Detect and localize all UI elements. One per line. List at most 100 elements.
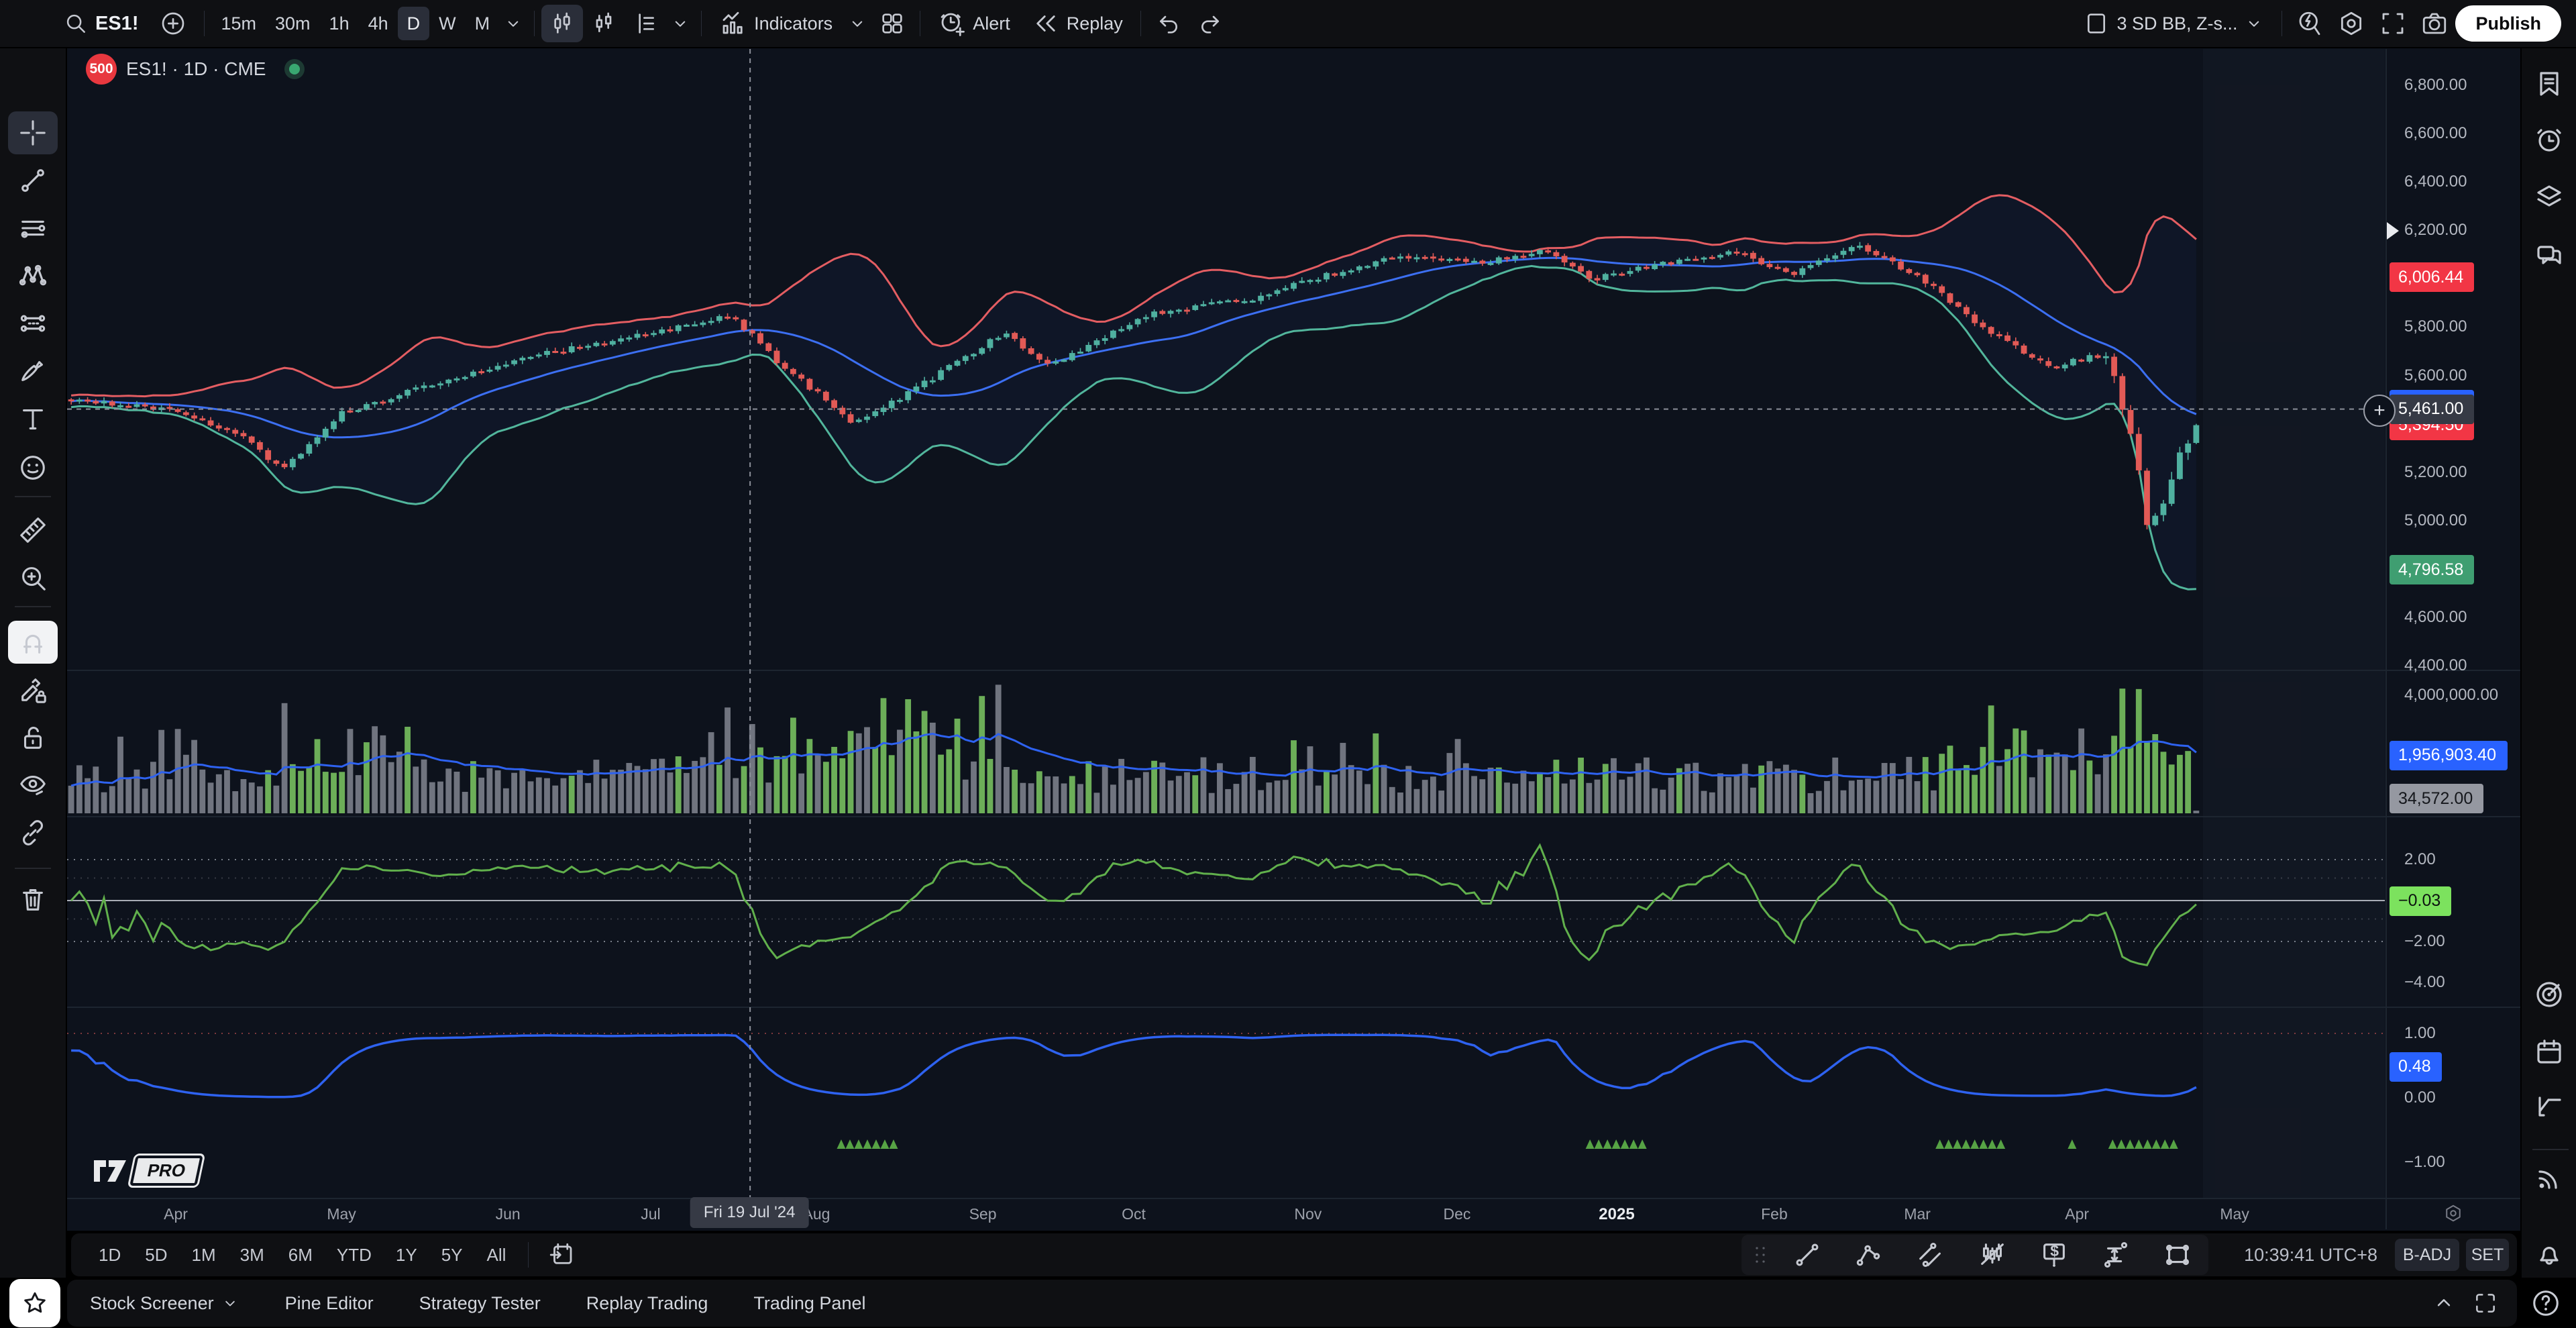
favorites-star-button[interactable]: [9, 1279, 60, 1327]
layout-select-button[interactable]: 3 SD BB, Z-s...: [2072, 5, 2275, 42]
fib-retracement-icon: [17, 308, 48, 339]
symbol-search-button[interactable]: ES1!: [52, 5, 149, 42]
replay-button[interactable]: Replay: [1021, 5, 1134, 42]
timeframe-d[interactable]: D: [397, 7, 430, 40]
zscore-line: [70, 843, 2197, 966]
add-symbol-button[interactable]: [149, 5, 197, 42]
dt-range-icon: [2100, 1239, 2131, 1270]
timeframe-1h[interactable]: 1h: [329, 13, 350, 34]
dt-range-button[interactable]: [2088, 1236, 2144, 1274]
palette-grip-icon[interactable]: [1747, 1241, 1774, 1268]
feed-panel-button[interactable]: [2527, 1157, 2571, 1200]
time-tick: 2025: [1599, 1205, 1635, 1223]
timeframe-m[interactable]: M: [474, 13, 490, 34]
collapse-panel-button[interactable]: [2423, 1284, 2465, 1322]
help-button[interactable]: [2530, 1287, 2562, 1319]
timeframe-4h[interactable]: 4h: [368, 13, 388, 34]
range-5d[interactable]: 5D: [145, 1244, 168, 1265]
calendar-panel-button[interactable]: [2527, 1030, 2571, 1073]
ruler-tool-button[interactable]: [8, 509, 58, 552]
layers-panel-button[interactable]: [2527, 176, 2571, 219]
range-all[interactable]: All: [486, 1244, 506, 1265]
range-ytd[interactable]: YTD: [336, 1244, 372, 1265]
quick-search-button[interactable]: [2289, 5, 2330, 42]
brush-tool-button[interactable]: [8, 350, 58, 393]
time-tick: Apr: [164, 1205, 188, 1223]
market-status-icon[interactable]: [284, 59, 305, 79]
screenshot-button[interactable]: [2414, 5, 2455, 42]
dt-polyline-button[interactable]: [1841, 1236, 1897, 1274]
zoom-in-icon: [17, 562, 48, 593]
axis-add-alert-button[interactable]: +: [2363, 395, 2396, 427]
timeframe-menu-button[interactable]: [499, 5, 527, 42]
trend-line-tool-button[interactable]: [8, 159, 58, 202]
dt-rect-button[interactable]: [2149, 1236, 2206, 1274]
goto-date-button[interactable]: [541, 1236, 582, 1274]
lock-tool-button[interactable]: [8, 716, 58, 759]
maximize-panel-button[interactable]: [2465, 1284, 2506, 1322]
alert-button[interactable]: Alert: [927, 5, 1021, 42]
time-tick: May: [2220, 1205, 2249, 1223]
timeframe-15m[interactable]: 15m: [221, 13, 257, 34]
redo-button[interactable]: [1189, 5, 1231, 42]
xabcd-pattern-tool-button[interactable]: [8, 254, 58, 297]
emoji-tool-button[interactable]: [8, 446, 58, 489]
range-3m[interactable]: 3M: [239, 1244, 264, 1265]
symbol-label: ES1!: [95, 12, 139, 34]
chart-type-candles-button[interactable]: [541, 5, 584, 42]
dt-trend-button[interactable]: [1779, 1236, 1835, 1274]
fib-retracement-tool-button[interactable]: [8, 302, 58, 345]
chart-type-hollow-button[interactable]: [583, 5, 625, 42]
range-1y[interactable]: 1Y: [395, 1244, 417, 1265]
horizontal-lines-tool-button[interactable]: [8, 207, 58, 250]
bell-panel-button[interactable]: [2527, 1232, 2571, 1275]
zoom-in-tool-button[interactable]: [8, 556, 58, 599]
radar-panel-button[interactable]: [2527, 973, 2571, 1016]
crosshair-tool-button[interactable]: [8, 111, 58, 154]
fullscreen-button[interactable]: [2372, 5, 2414, 42]
status-strategy-tester[interactable]: Strategy Tester: [419, 1292, 541, 1313]
watchlist-panel-button[interactable]: [2527, 62, 2571, 105]
dt-pattern-button[interactable]: [1964, 1236, 2021, 1274]
chart-layout-list-button[interactable]: [625, 5, 666, 42]
pencil-lock-tool-button[interactable]: [8, 668, 58, 711]
status-items: Stock Screener Pine Editor Strategy Tester…: [67, 1280, 888, 1327]
indicators-button[interactable]: Indicators: [708, 5, 843, 42]
timeframe-w[interactable]: W: [439, 13, 456, 34]
chat-panel-button[interactable]: [2527, 235, 2571, 278]
status-stock-screener[interactable]: Stock Screener: [67, 1280, 262, 1327]
link-tool-button[interactable]: [8, 811, 58, 854]
alarm-panel-button[interactable]: [2527, 118, 2571, 161]
text-tool-tool-button[interactable]: [8, 398, 58, 441]
time-axis-settings-icon[interactable]: [2442, 1198, 2465, 1228]
range-5y[interactable]: 5Y: [441, 1244, 463, 1265]
indicators-menu-button[interactable]: [843, 5, 871, 42]
dt-channel-button[interactable]: [1902, 1236, 1959, 1274]
adjust-data-button[interactable]: B-ADJ: [2395, 1239, 2459, 1271]
settings-button[interactable]: [2330, 5, 2372, 42]
magnet-tool-button[interactable]: [8, 621, 58, 664]
chart-type-menu-button[interactable]: [666, 5, 694, 42]
timeframe-30m[interactable]: 30m: [275, 13, 311, 34]
range-1d[interactable]: 1D: [99, 1244, 121, 1265]
dt-price-label-button[interactable]: $: [2026, 1236, 2082, 1274]
line-list-icon: [632, 10, 659, 37]
templates-grid-button[interactable]: [871, 5, 913, 42]
clock-display[interactable]: 10:39:41 UTC+8: [2244, 1244, 2377, 1265]
range-6m[interactable]: 6M: [288, 1244, 313, 1265]
undo-button[interactable]: [1148, 5, 1189, 42]
trash-tool-button[interactable]: [8, 878, 58, 921]
range-1m[interactable]: 1M: [191, 1244, 216, 1265]
top-toolbar: ES1! 15m 30m 1h 4h D W M Indicators: [0, 0, 2576, 48]
chart-legend[interactable]: 500 ES1! · 1D · CME: [86, 54, 305, 85]
publish-button[interactable]: Publish: [2455, 5, 2561, 42]
forecast-panel-button[interactable]: [2527, 1084, 2571, 1127]
eye-hide-tool-button[interactable]: [8, 764, 58, 807]
status-pine-editor[interactable]: Pine Editor: [284, 1292, 374, 1313]
status-replay-trading[interactable]: Replay Trading: [586, 1292, 708, 1313]
session-button[interactable]: SET: [2466, 1239, 2509, 1271]
toolbar-divider: [15, 496, 51, 497]
svg-text:$: $: [2050, 1242, 2059, 1260]
status-trading-panel[interactable]: Trading Panel: [753, 1292, 866, 1313]
